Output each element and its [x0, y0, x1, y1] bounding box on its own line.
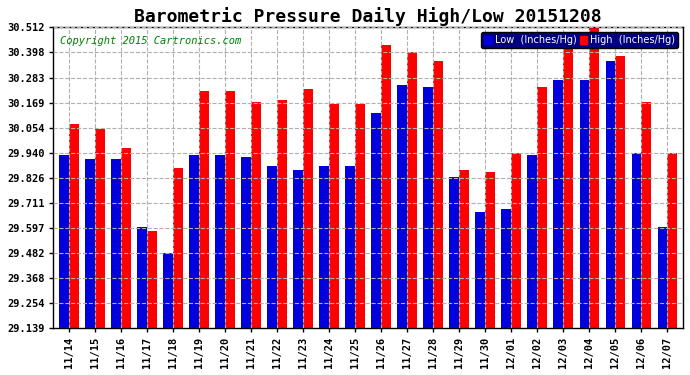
Bar [59, 155, 69, 328]
Bar [511, 153, 521, 328]
Bar [293, 170, 303, 328]
Bar [502, 210, 511, 328]
Bar [563, 39, 573, 328]
Bar [606, 61, 615, 328]
Bar [589, 28, 600, 328]
Bar [215, 155, 225, 328]
Bar [615, 56, 625, 328]
Bar [199, 92, 209, 328]
Bar [527, 155, 538, 328]
Bar [173, 168, 183, 328]
Bar [667, 153, 678, 328]
Bar [225, 92, 235, 328]
Bar [319, 166, 329, 328]
Bar [407, 52, 417, 328]
Bar [164, 253, 173, 328]
Bar [371, 113, 382, 328]
Title: Barometric Pressure Daily High/Low 20151208: Barometric Pressure Daily High/Low 20151… [135, 7, 602, 26]
Bar [147, 231, 157, 328]
Bar [95, 129, 105, 328]
Bar [631, 153, 642, 328]
Bar [658, 227, 667, 328]
Bar [642, 102, 651, 328]
Bar [485, 172, 495, 328]
Text: Copyright 2015 Cartronics.com: Copyright 2015 Cartronics.com [60, 36, 241, 46]
Bar [69, 124, 79, 328]
Bar [553, 80, 563, 328]
Bar [449, 177, 460, 328]
Bar [121, 148, 131, 328]
Bar [241, 157, 251, 328]
Bar [382, 45, 391, 328]
Bar [580, 80, 589, 328]
Legend: Low  (Inches/Hg), High  (Inches/Hg): Low (Inches/Hg), High (Inches/Hg) [482, 32, 678, 48]
Bar [267, 166, 277, 328]
Bar [424, 87, 433, 328]
Bar [346, 166, 355, 328]
Bar [303, 89, 313, 328]
Bar [433, 61, 443, 328]
Bar [475, 211, 485, 328]
Bar [111, 159, 121, 328]
Bar [329, 105, 339, 328]
Bar [251, 102, 261, 328]
Bar [460, 170, 469, 328]
Bar [137, 227, 147, 328]
Bar [538, 87, 547, 328]
Bar [277, 100, 287, 328]
Bar [189, 155, 199, 328]
Bar [355, 105, 365, 328]
Bar [397, 85, 407, 328]
Bar [85, 159, 95, 328]
